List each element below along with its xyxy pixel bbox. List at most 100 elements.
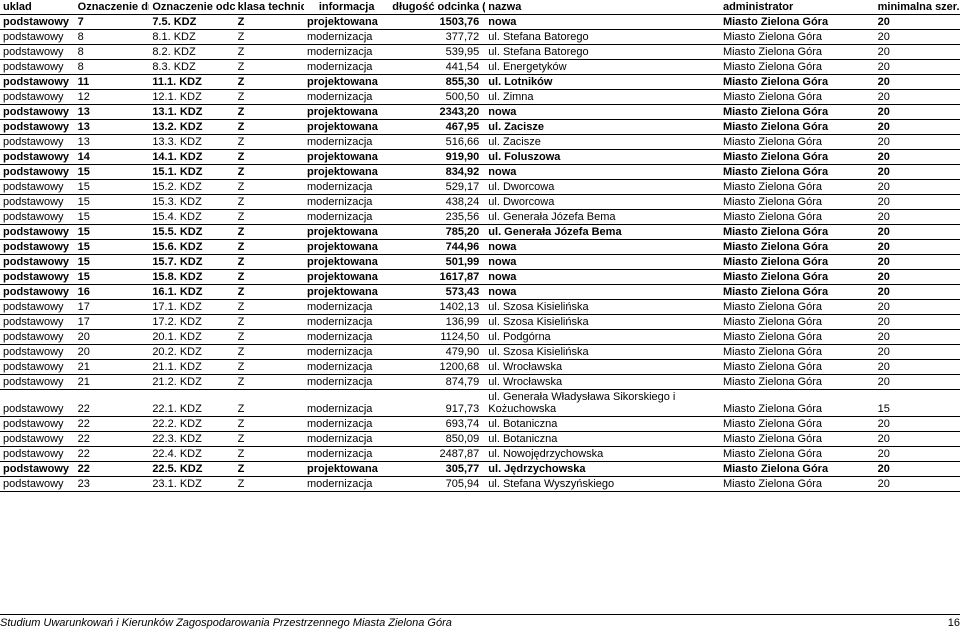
cell: 20 (875, 477, 960, 492)
table-row: podstawowy1515.1. KDZZprojektowana834,92… (0, 165, 960, 180)
table-row: podstawowy1717.1. KDZZmodernizacja1402,1… (0, 300, 960, 315)
cell: 15.5. KDZ (149, 225, 234, 240)
cell: 23 (75, 477, 150, 492)
cell: modernizacja (304, 90, 389, 105)
cell: Miasto Zielona Góra (720, 285, 875, 300)
table-row: podstawowy1515.4. KDZZmodernizacja235,56… (0, 210, 960, 225)
cell: 20 (875, 447, 960, 462)
cell: Z (235, 195, 304, 210)
cell: 22 (75, 447, 150, 462)
cell: 20 (875, 180, 960, 195)
cell: nowa (485, 285, 720, 300)
cell: 20 (875, 375, 960, 390)
cell: 8.2. KDZ (149, 45, 234, 60)
cell: Z (235, 255, 304, 270)
cell: 15 (75, 225, 150, 240)
col-dlugosc: długość odcinka (m) (389, 0, 485, 15)
cell: 20 (875, 240, 960, 255)
table-row: podstawowy2323.1. KDZZmodernizacja705,94… (0, 477, 960, 492)
cell: Miasto Zielona Góra (720, 330, 875, 345)
table-row: podstawowy1313.3. KDZZmodernizacja516,66… (0, 135, 960, 150)
cell: Z (235, 210, 304, 225)
cell: 16.1. KDZ (149, 285, 234, 300)
cell: podstawowy (0, 105, 75, 120)
cell: 20 (875, 90, 960, 105)
cell: 21.1. KDZ (149, 360, 234, 375)
cell: 20 (875, 270, 960, 285)
table-row: podstawowy1313.2. KDZZprojektowana467,95… (0, 120, 960, 135)
cell: 20 (875, 432, 960, 447)
cell: 20 (875, 225, 960, 240)
cell: Z (235, 315, 304, 330)
cell: Miasto Zielona Góra (720, 75, 875, 90)
cell: ul. Stefana Batorego (485, 30, 720, 45)
cell: Miasto Zielona Góra (720, 315, 875, 330)
table-row: podstawowy2020.2. KDZZmodernizacja479,90… (0, 345, 960, 360)
cell: Z (235, 45, 304, 60)
cell: Z (235, 75, 304, 90)
table-row: podstawowy2121.1. KDZZmodernizacja1200,6… (0, 360, 960, 375)
cell: 17.2. KDZ (149, 315, 234, 330)
cell: Z (235, 375, 304, 390)
cell: 15.4. KDZ (149, 210, 234, 225)
cell: Z (235, 165, 304, 180)
cell: 22 (75, 432, 150, 447)
cell: 467,95 (389, 120, 485, 135)
cell: 15 (75, 165, 150, 180)
table-row: podstawowy88.2. KDZZmodernizacja539,95ul… (0, 45, 960, 60)
cell: 573,43 (389, 285, 485, 300)
cell: ul. Foluszowa (485, 150, 720, 165)
col-administrator: administrator (720, 0, 875, 15)
cell: Z (235, 390, 304, 417)
cell: podstawowy (0, 417, 75, 432)
cell: 22 (75, 390, 150, 417)
cell: modernizacja (304, 345, 389, 360)
table-row: podstawowy77.5. KDZZprojektowana1503,76n… (0, 15, 960, 30)
footer-page-number: 16 (948, 617, 960, 629)
cell: Z (235, 105, 304, 120)
cell: Miasto Zielona Góra (720, 432, 875, 447)
col-oznaczenie-odcinka: Oznaczenie odcinka drogi (149, 0, 234, 15)
table-row: podstawowy2020.1. KDZZmodernizacja1124,5… (0, 330, 960, 345)
table-row: podstawowy88.1. KDZZmodernizacja377,72ul… (0, 30, 960, 45)
cell: podstawowy (0, 165, 75, 180)
cell: podstawowy (0, 462, 75, 477)
cell: ul. Zacisze (485, 120, 720, 135)
cell: ul. Stefana Wyszyńskiego (485, 477, 720, 492)
cell: 1124,50 (389, 330, 485, 345)
cell: Z (235, 330, 304, 345)
cell: 21 (75, 375, 150, 390)
cell: nowa (485, 165, 720, 180)
table-row: podstawowy2222.1. KDZZmodernizacja917,73… (0, 390, 960, 417)
cell: 15.7. KDZ (149, 255, 234, 270)
cell: Z (235, 90, 304, 105)
table-row: podstawowy1515.3. KDZZmodernizacja438,24… (0, 195, 960, 210)
cell: 20.2. KDZ (149, 345, 234, 360)
cell: podstawowy (0, 360, 75, 375)
cell: podstawowy (0, 60, 75, 75)
cell: podstawowy (0, 345, 75, 360)
cell: 501,99 (389, 255, 485, 270)
cell: 919,90 (389, 150, 485, 165)
cell: 8.1. KDZ (149, 30, 234, 45)
cell: Z (235, 477, 304, 492)
cell: nowa (485, 270, 720, 285)
cell: ul. Podgórna (485, 330, 720, 345)
cell: 529,17 (389, 180, 485, 195)
cell: Z (235, 150, 304, 165)
cell: Miasto Zielona Góra (720, 180, 875, 195)
cell: 15 (75, 240, 150, 255)
cell: 8 (75, 45, 150, 60)
cell: 7 (75, 15, 150, 30)
cell: 1503,76 (389, 15, 485, 30)
cell: podstawowy (0, 15, 75, 30)
cell: ul. Wrocławska (485, 375, 720, 390)
cell: podstawowy (0, 330, 75, 345)
cell: Z (235, 360, 304, 375)
cell: 874,79 (389, 375, 485, 390)
cell: 15.8. KDZ (149, 270, 234, 285)
cell: Miasto Zielona Góra (720, 150, 875, 165)
cell: 17 (75, 315, 150, 330)
cell: Miasto Zielona Góra (720, 30, 875, 45)
cell: modernizacja (304, 135, 389, 150)
